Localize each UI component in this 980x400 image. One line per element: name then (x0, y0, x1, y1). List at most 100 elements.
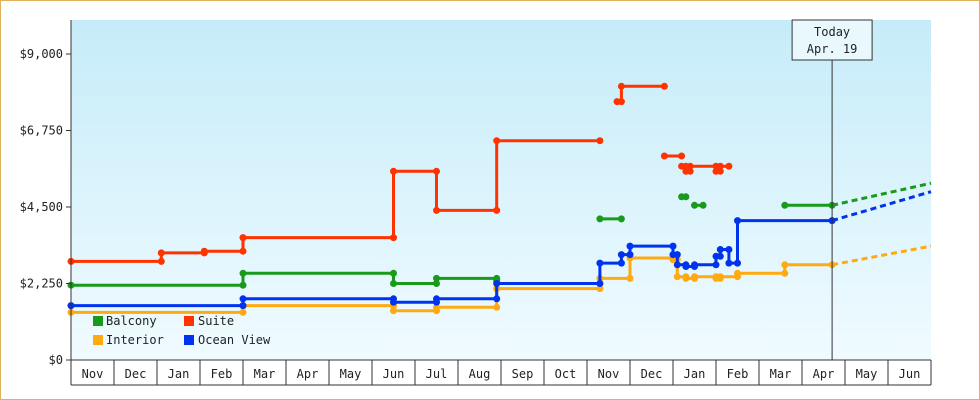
data-point (691, 261, 698, 269)
data-point (682, 193, 690, 201)
x-tick-label: Oct (555, 367, 577, 381)
data-point (626, 251, 634, 259)
data-point (617, 215, 625, 223)
data-point (493, 137, 501, 145)
series-line (71, 139, 600, 263)
data-point (699, 201, 707, 209)
plot-background (71, 20, 931, 360)
today-date-label: Apr. 19 (807, 42, 858, 56)
data-point (712, 261, 720, 269)
legend-swatch-suite (184, 316, 194, 326)
data-point (596, 137, 604, 145)
series-suite (67, 82, 733, 265)
legend-swatch-ocean-view (184, 335, 194, 345)
data-point (626, 274, 634, 282)
data-point (734, 269, 741, 277)
data-point (617, 82, 625, 90)
data-point (617, 98, 625, 106)
data-point (734, 217, 741, 225)
data-point (716, 162, 724, 170)
forecast-line (831, 244, 932, 267)
data-point (669, 242, 677, 250)
data-point (673, 273, 681, 281)
data-point (239, 234, 247, 242)
data-point (716, 273, 724, 281)
data-point (673, 261, 681, 269)
data-point (686, 167, 694, 175)
y-tick-label: $6,750 (20, 124, 63, 138)
y-tick-label: $2,250 (20, 277, 63, 291)
y-tick-label: $0 (49, 353, 63, 367)
data-point (781, 269, 789, 277)
data-point (433, 206, 440, 214)
data-point (716, 252, 724, 260)
data-point (686, 162, 694, 170)
data-point (725, 259, 733, 267)
x-tick-label: Mar (770, 367, 792, 381)
data-point (596, 285, 604, 293)
data-point (781, 261, 789, 269)
data-point (157, 257, 165, 265)
data-point (433, 303, 440, 311)
data-point (596, 259, 604, 267)
x-tick-label: Jun (899, 367, 921, 381)
data-point (390, 280, 397, 287)
data-point (725, 162, 733, 170)
y-tick-label: $9,000 (20, 47, 63, 61)
x-tick-label: Sep (512, 367, 534, 381)
data-point (596, 280, 604, 287)
x-tick-label: Feb (211, 367, 233, 381)
data-point (433, 295, 440, 303)
data-point (596, 215, 604, 223)
data-point (433, 167, 440, 175)
data-point (239, 247, 247, 255)
x-tick-label: Apr (813, 367, 835, 381)
legend: Balcony Suite Interior Ocean View (93, 314, 271, 347)
x-tick-label: Jul (426, 367, 448, 381)
legend-label-ocean-view: Ocean View (198, 333, 271, 347)
data-point (660, 152, 668, 160)
x-tick-label: Dec (125, 367, 147, 381)
x-tick-label: May (856, 367, 878, 381)
forecast-line (831, 190, 932, 223)
x-tick-label: Aug (469, 367, 491, 381)
data-point (390, 269, 397, 277)
x-tick-label: Jun (383, 367, 405, 381)
y-tick-label: $4,500 (20, 200, 63, 214)
x-tick-label: Feb (727, 367, 749, 381)
data-point (493, 206, 501, 214)
legend-swatch-balcony (93, 316, 103, 326)
data-point (239, 302, 247, 310)
data-point (433, 274, 440, 282)
data-point (157, 249, 165, 257)
x-tick-label: Mar (254, 367, 276, 381)
x-tick-label: Apr (297, 367, 319, 381)
data-point (617, 251, 625, 259)
data-point (682, 274, 690, 282)
forecast-line (831, 181, 932, 207)
x-tick-label: Jan (168, 367, 190, 381)
data-point (390, 234, 397, 242)
data-point (626, 242, 634, 250)
data-point (239, 269, 247, 277)
data-point (493, 280, 501, 287)
data-point (673, 251, 681, 259)
data-point (617, 259, 625, 267)
today-marker: Today Apr. 19 (791, 19, 873, 360)
series-ocean-view (67, 190, 932, 310)
data-point (239, 281, 247, 289)
today-label: Today (814, 25, 850, 39)
legend-swatch-interior (93, 335, 103, 345)
series-layer (67, 82, 932, 316)
data-point (716, 167, 724, 175)
data-point (200, 247, 208, 255)
data-point (691, 273, 698, 281)
today-box (791, 19, 873, 61)
data-point (390, 298, 397, 306)
data-point (239, 308, 247, 316)
data-point (691, 201, 698, 209)
x-tick-label: Jan (684, 367, 706, 381)
axis-layer: $0 $2,250 $4,500 $6,750 $9,000 Nov Dec Jan Feb Ma… (20, 20, 932, 386)
data-point (433, 280, 440, 287)
x-tick-label: Nov (82, 367, 104, 381)
